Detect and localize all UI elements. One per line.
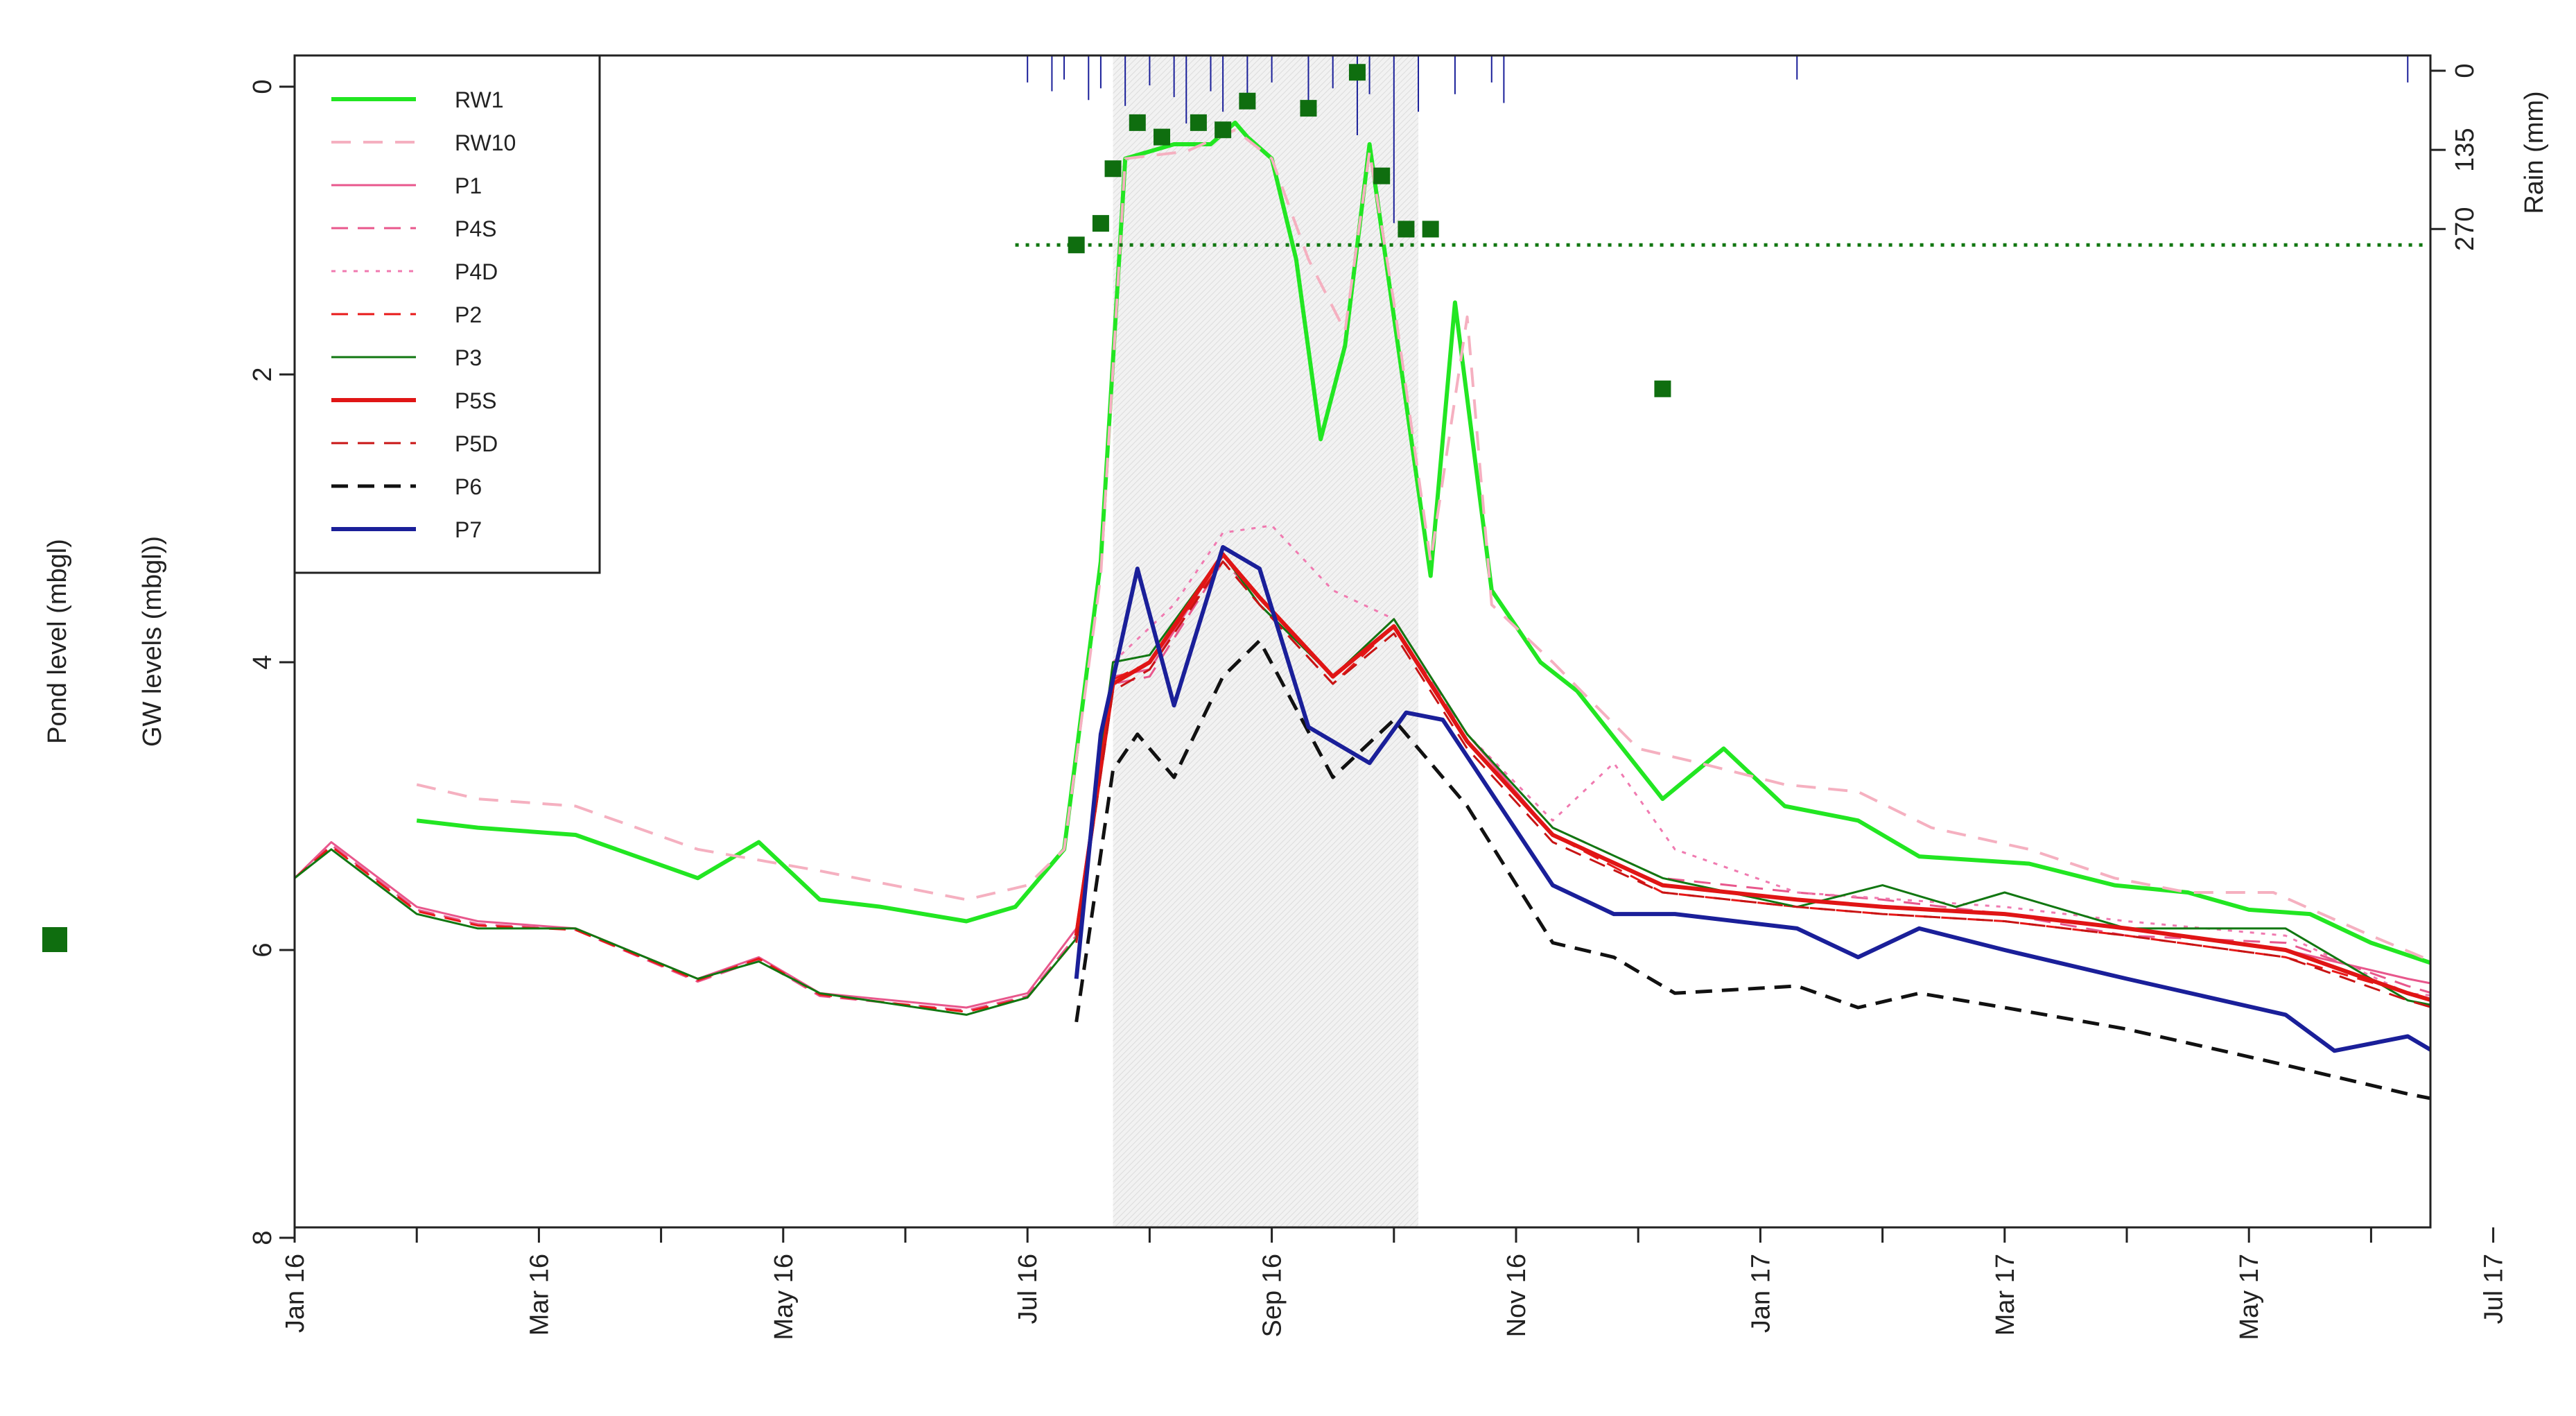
x-tick-label-1: Mar 16 — [525, 1254, 554, 1336]
shaded-period-1 — [2555, 55, 2576, 1227]
y-tick-label-3: 6 — [248, 942, 277, 957]
legend-label-p3: P3 — [455, 345, 482, 370]
pond-level-point-13 — [1654, 380, 1671, 397]
legend-label-rw10: RW10 — [455, 130, 516, 155]
x-tick-label-2: May 16 — [769, 1254, 799, 1340]
legend: RW1 RW10 P1 P4S P4D P2 P3 P5S P5D P6 P7 — [293, 54, 601, 574]
pond-level-point-5 — [1190, 114, 1207, 131]
y2-tick-label-0: 0 — [2451, 63, 2480, 78]
y-tick-label-1: 2 — [248, 367, 277, 381]
pond-level-point-12 — [1422, 221, 1439, 238]
legend-label-p4s: P4S — [455, 216, 496, 241]
y2-axis-label: Rain (mm) — [2520, 91, 2549, 214]
pond-level-points — [1068, 64, 2576, 397]
x-tick-label-5: Nov 16 — [1502, 1254, 1531, 1337]
series-line-p2 — [295, 560, 2430, 1013]
pond-level-point-3 — [1129, 114, 1146, 131]
x-tick-label-8: May 17 — [2235, 1254, 2264, 1340]
series-lines — [295, 120, 2430, 1100]
legend-label-p1: P1 — [455, 173, 482, 198]
series-line-rw1 — [416, 120, 2430, 965]
plot-frame — [293, 54, 2432, 1229]
y2-tick-label-1: 135 — [2451, 128, 2480, 171]
y2-tick-label-2: 270 — [2451, 207, 2480, 251]
y-axis-label-pond: Pond level (mbgl) — [43, 539, 72, 744]
pond-level-point-15 — [2570, 221, 2576, 237]
pond-level-point-7 — [1239, 92, 1256, 110]
rain-bars — [1027, 55, 2409, 223]
y-axis-label-gw: GW levels (mbgl)) — [138, 536, 167, 747]
pond-level-point-2 — [1104, 160, 1122, 178]
pond-level-point-6 — [1215, 121, 1232, 139]
legend-label-p5d: P5D — [455, 431, 498, 456]
legend-label-p7: P7 — [455, 517, 482, 542]
legend-label-p5s: P5S — [455, 388, 496, 413]
series-line-p4s — [295, 560, 2430, 1012]
y-tick-label-2: 4 — [248, 655, 277, 669]
pond-level-point-11 — [1398, 221, 1415, 238]
pond-level-point-8 — [1300, 100, 1317, 117]
x-tick-label-6: Jan 17 — [1746, 1254, 1775, 1333]
shaded-periods — [1113, 55, 2576, 1227]
y-tick-label-4: 8 — [248, 1230, 277, 1245]
legend-label-rw1: RW1 — [455, 87, 504, 112]
series-line-p3 — [295, 553, 2430, 1016]
legend-label-p6: P6 — [455, 474, 482, 499]
pond-level-point-9 — [1348, 64, 1366, 81]
x-tick-label-3: Jul 16 — [1013, 1254, 1043, 1324]
x-tick-label-7: Mar 17 — [1991, 1254, 2020, 1336]
pond-level-marker-key — [42, 927, 67, 952]
x-axis: Jan 16 Mar 16 May 16 Jul 16 Sep 16 Nov 16 Jan … — [281, 1227, 2509, 1340]
series-line-p5s — [1074, 552, 2430, 1003]
x-tick-label-0: Jan 16 — [281, 1254, 310, 1333]
y-axis-left: 0 2 4 6 8 — [248, 79, 295, 1245]
pond-level-point-14 — [2546, 234, 2563, 250]
x-tick-label-4: Sep 16 — [1258, 1254, 1287, 1337]
y-axis-right: 0 135 270 — [2430, 63, 2480, 251]
legend-label-p2: P2 — [455, 302, 482, 327]
pond-level-point-10 — [1373, 167, 1391, 184]
x-tick-label-9: Jul 17 — [2480, 1254, 2509, 1324]
pond-level-point-4 — [1154, 128, 1171, 146]
series-line-p1 — [295, 553, 2430, 1009]
y-tick-label-0: 0 — [248, 79, 277, 94]
pond-level-point-0 — [1068, 236, 1085, 254]
legend-label-p4d: P4D — [455, 259, 498, 284]
pond-level-point-1 — [1092, 215, 1109, 232]
series-line-p7 — [1074, 545, 2430, 1053]
